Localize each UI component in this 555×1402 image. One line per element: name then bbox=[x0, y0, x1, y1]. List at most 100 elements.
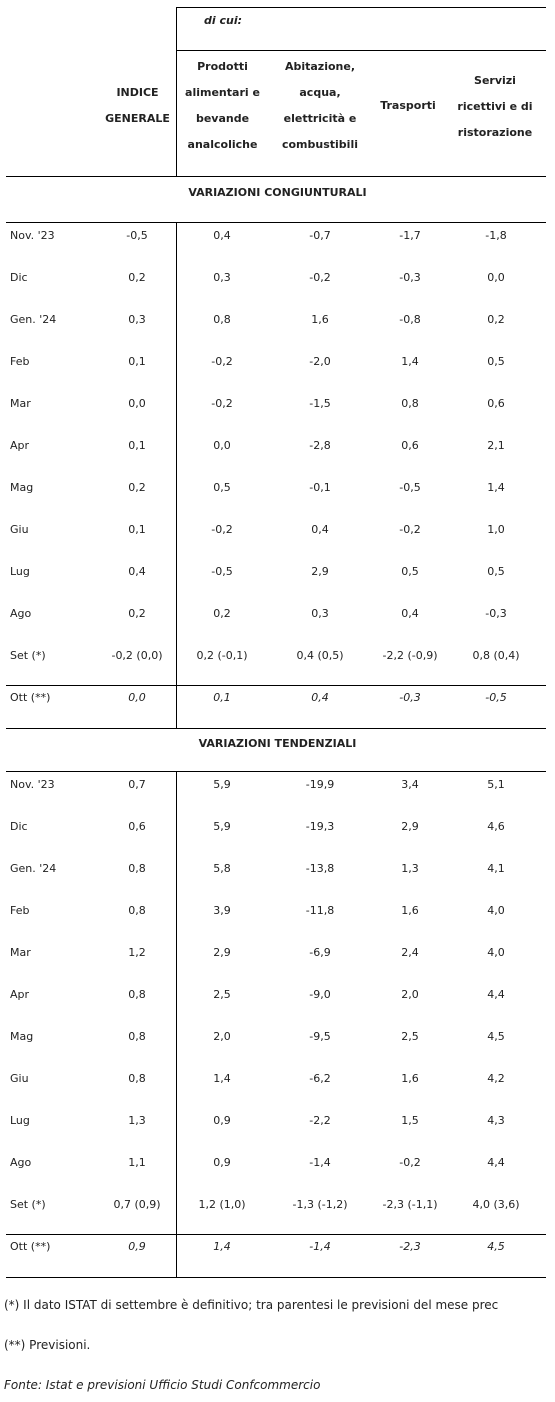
header-abitazione: Abitazione, acqua, elettricità e combust… bbox=[281, 60, 358, 151]
table-cell: 2,1 bbox=[487, 439, 505, 452]
table-cell: 0,8 bbox=[128, 862, 146, 875]
table-cell: 1,6 bbox=[401, 904, 419, 917]
table-cell: -13,8 bbox=[305, 862, 335, 875]
table-cell: 0,0 bbox=[487, 271, 505, 284]
table-cell: 0,3 bbox=[213, 271, 231, 284]
table-row: Ago 1,1 0,9 -1,4 -0,2 4,4 bbox=[0, 1156, 555, 1170]
footnote-previsioni: (**) Previsioni. bbox=[4, 1338, 91, 1352]
row-label: Mar bbox=[10, 397, 31, 410]
row-label: Ott (**) bbox=[10, 691, 51, 704]
row-label: Giu bbox=[10, 523, 29, 536]
table-cell: 0,3 bbox=[128, 313, 146, 326]
row-label: Lug bbox=[10, 565, 30, 578]
table-cell: 0,9 bbox=[213, 1156, 231, 1169]
table-cell: 0,9 bbox=[213, 1114, 231, 1127]
table-row: Giu 0,8 1,4 -6,2 1,6 4,2 bbox=[0, 1072, 555, 1086]
table-row: Gen. '24 0,3 0,8 1,6 -0,8 0,2 bbox=[0, 313, 555, 327]
row-label: Mar bbox=[10, 946, 31, 959]
table-cell: 3,4 bbox=[401, 778, 419, 791]
table-cell: 1,6 bbox=[311, 313, 329, 326]
table-cell: -0,2 bbox=[399, 523, 421, 536]
row-label: Gen. '24 bbox=[10, 313, 57, 326]
table-cell: 2,9 bbox=[311, 565, 329, 578]
table-cell: -0,5 bbox=[485, 691, 507, 704]
footnote-settembre: (*) Il dato ISTAT di settembre è definit… bbox=[4, 1298, 499, 1312]
row-label: Set (*) bbox=[10, 1198, 46, 1211]
forecast-row: Ott (**) 0,9 1,4 -1,4 -2,3 4,5 bbox=[0, 1240, 555, 1254]
row-label: Apr bbox=[10, 439, 30, 452]
header-prodotti-alimentari: Prodotti alimentari e bevande analcolich… bbox=[185, 60, 260, 151]
table-cell: 0,4 bbox=[128, 565, 146, 578]
row-label: Ott (**) bbox=[10, 1240, 51, 1253]
table-cell: -0,1 bbox=[309, 481, 331, 494]
di-cui-label: di cui: bbox=[204, 14, 242, 27]
row-label: Ago bbox=[10, 607, 32, 620]
table-cell: -0,5 bbox=[126, 229, 148, 242]
table-cell: 5,1 bbox=[487, 778, 505, 791]
table-cell: 0,7 bbox=[128, 778, 146, 791]
table-cell: -9,5 bbox=[309, 1030, 331, 1043]
row-label: Dic bbox=[10, 271, 28, 284]
table-cell: 4,0 bbox=[487, 946, 505, 959]
section2-rule bbox=[6, 771, 546, 772]
table-cell: 1,4 bbox=[401, 355, 419, 368]
table-cell: 0,7 (0,9) bbox=[113, 1198, 161, 1211]
table-cell: 0,8 bbox=[401, 397, 419, 410]
table-cell: -1,8 bbox=[485, 229, 507, 242]
table-cell: 0,1 bbox=[128, 439, 146, 452]
row-label: Set (*) bbox=[10, 649, 46, 662]
table-row: Apr 0,1 0,0 -2,8 0,6 2,1 bbox=[0, 439, 555, 453]
table-cell: -2,2 (-0,9) bbox=[382, 649, 438, 662]
header-servizi-ricettivi: Servizi ricettivi e di ristorazione bbox=[457, 74, 533, 139]
table-bottom-rule bbox=[6, 1277, 546, 1278]
row-label: Giu bbox=[10, 1072, 29, 1085]
table-cell: 0,1 bbox=[128, 355, 146, 368]
table-cell: 1,6 bbox=[401, 1072, 419, 1085]
table-cell: 0,8 bbox=[128, 1030, 146, 1043]
table-cell: 0,3 bbox=[311, 607, 329, 620]
table-cell: 1,2 bbox=[128, 946, 146, 959]
table-cell: -0,8 bbox=[399, 313, 421, 326]
table-cell: 1,3 bbox=[128, 1114, 146, 1127]
table-cell: -0,3 bbox=[485, 607, 507, 620]
table-cell: 4,1 bbox=[487, 862, 505, 875]
table-cell: 2,5 bbox=[401, 1030, 419, 1043]
table-cell: 1,4 bbox=[213, 1072, 231, 1085]
section-title-congiunturali: VARIAZIONI CONGIUNTURALI bbox=[188, 186, 367, 199]
header-bottom-rule bbox=[6, 176, 546, 177]
table-cell: 0,0 bbox=[128, 691, 146, 704]
table-cell: 4,3 bbox=[487, 1114, 505, 1127]
row-label: Ago bbox=[10, 1156, 32, 1169]
section2-forecast-rule bbox=[6, 1234, 546, 1235]
table-cell: 5,9 bbox=[213, 778, 231, 791]
table-cell: -0,2 bbox=[211, 355, 233, 368]
table-cell: -0,7 bbox=[309, 229, 331, 242]
table-cell: -19,9 bbox=[305, 778, 335, 791]
table-row: Mar 0,0 -0,2 -1,5 0,8 0,6 bbox=[0, 397, 555, 411]
table-cell: 0,2 bbox=[128, 607, 146, 620]
header-trasporti: Trasporti bbox=[380, 99, 436, 112]
section1-rule bbox=[6, 222, 546, 223]
table-cell: 2,5 bbox=[213, 988, 231, 1001]
table-cell: -1,4 bbox=[309, 1156, 331, 1169]
table-cell: 0,4 bbox=[311, 691, 329, 704]
table-cell: 0,8 (0,4) bbox=[472, 649, 520, 662]
table-cell: -2,0 bbox=[309, 355, 331, 368]
row-label: Gen. '24 bbox=[10, 862, 57, 875]
table-cell: -1,3 (-1,2) bbox=[292, 1198, 348, 1211]
table-cell: -9,0 bbox=[309, 988, 331, 1001]
table-cell: 0,0 bbox=[213, 439, 231, 452]
table-cell: 2,9 bbox=[401, 820, 419, 833]
table-cell: 0,5 bbox=[487, 565, 505, 578]
table-cell: 4,0 (3,6) bbox=[472, 1198, 520, 1211]
table-cell: -2,3 (-1,1) bbox=[382, 1198, 438, 1211]
table-row: Set (*) -0,2 (0,0) 0,2 (-0,1) 0,4 (0,5) -2,2… bbox=[0, 649, 555, 663]
table-row: Gen. '24 0,8 5,8 -13,8 1,3 4,1 bbox=[0, 862, 555, 876]
table-cell: -0,3 bbox=[399, 271, 421, 284]
table-cell: 3,9 bbox=[213, 904, 231, 917]
table-row: Dic 0,6 5,9 -19,3 2,9 4,6 bbox=[0, 820, 555, 834]
table-cell: 4,5 bbox=[487, 1240, 505, 1253]
row-label: Nov. '23 bbox=[10, 229, 55, 242]
table-cell: 2,9 bbox=[213, 946, 231, 959]
